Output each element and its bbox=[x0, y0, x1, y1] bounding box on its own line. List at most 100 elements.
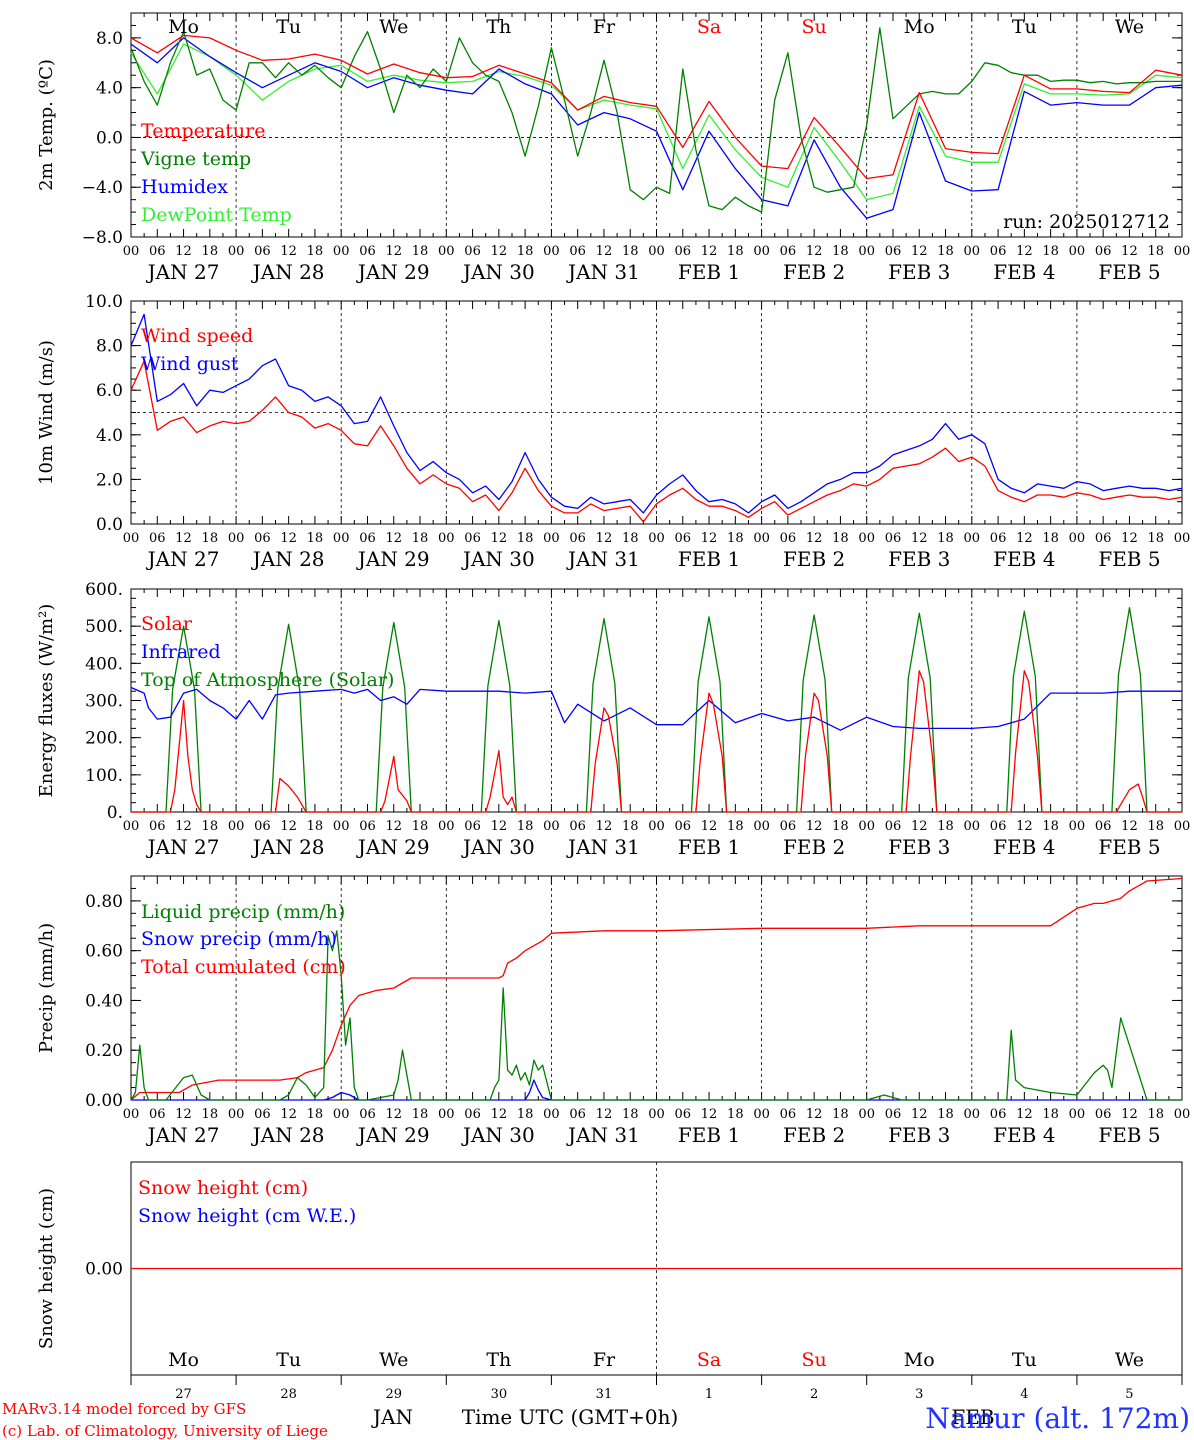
hour-tick-label: 00 bbox=[543, 819, 560, 834]
hour-tick-label: 06 bbox=[254, 1107, 271, 1122]
hour-tick-label: 12 bbox=[1016, 244, 1033, 259]
hour-tick-label: 06 bbox=[885, 1107, 902, 1122]
hour-tick-label: 00 bbox=[964, 244, 981, 259]
hour-tick-label: 06 bbox=[1095, 1107, 1112, 1122]
hour-tick-label: 18 bbox=[622, 244, 639, 259]
hour-tick-label: 06 bbox=[675, 244, 692, 259]
series-line-wind-gust bbox=[130, 313, 1183, 514]
hour-tick-label: 00 bbox=[1174, 819, 1191, 834]
chart-panel2: 00 06 12 18 00 06 12 18 00 06 12 18 00 06 12 18 00 06 12 18… bbox=[36, 292, 1190, 571]
hour-tick-label: 06 bbox=[885, 819, 902, 834]
hour-tick-label: 18 bbox=[937, 1107, 954, 1122]
date-label: FEB 4 bbox=[993, 547, 1055, 571]
date-label: JAN 28 bbox=[251, 260, 325, 284]
hour-tick-label: 00 bbox=[333, 1107, 350, 1122]
hour-tick-label: 18 bbox=[622, 819, 639, 834]
hour-tick-label: 00 bbox=[858, 1107, 875, 1122]
hour-tick-label: 18 bbox=[622, 531, 639, 546]
legend-entry: Humidex bbox=[141, 176, 228, 198]
y-axis-label: 10m Wind (m/s) bbox=[36, 340, 57, 485]
hour-tick-label: 00 bbox=[753, 819, 770, 834]
hour-tick-label: 12 bbox=[280, 1107, 297, 1122]
hour-tick-label: 12 bbox=[1121, 531, 1138, 546]
legend-entry: Infrared bbox=[141, 641, 221, 663]
y-tick-label: 300. bbox=[85, 692, 123, 712]
hour-tick-label: 00 bbox=[648, 1107, 665, 1122]
date-label: JAN 27 bbox=[146, 260, 220, 284]
date-label: FEB 2 bbox=[783, 835, 845, 859]
hour-tick-label: 12 bbox=[596, 244, 613, 259]
hour-tick-label: 00 bbox=[648, 819, 665, 834]
y-tick-label: 500. bbox=[85, 617, 123, 637]
hour-tick-label: 18 bbox=[517, 1107, 534, 1122]
series-line-temperature bbox=[130, 34, 1183, 180]
hour-tick-label: 06 bbox=[569, 819, 586, 834]
y-tick-label: 6.0 bbox=[96, 381, 123, 401]
day-label: Mo bbox=[168, 1349, 199, 1371]
day-label: We bbox=[1115, 16, 1144, 38]
date-label: FEB 1 bbox=[678, 835, 740, 859]
legend-entry: Liquid precip (mm/h) bbox=[141, 901, 345, 923]
hour-tick-label: 00 bbox=[1069, 1107, 1086, 1122]
hour-tick-label: 18 bbox=[202, 531, 219, 546]
hour-tick-label: 00 bbox=[228, 819, 245, 834]
hour-tick-label: 06 bbox=[780, 819, 797, 834]
hour-tick-label: 12 bbox=[385, 1107, 402, 1122]
y-tick-label: 600. bbox=[85, 580, 123, 600]
day-label: Mo bbox=[904, 1349, 935, 1371]
hour-tick-label: 00 bbox=[648, 244, 665, 259]
date-number: 2 bbox=[810, 1387, 818, 1402]
date-number: 31 bbox=[596, 1387, 613, 1402]
hour-tick-label: 12 bbox=[1121, 819, 1138, 834]
hour-tick-label: 00 bbox=[123, 1107, 140, 1122]
hour-tick-label: 00 bbox=[858, 244, 875, 259]
hour-tick-label: 00 bbox=[333, 531, 350, 546]
hour-tick-label: 00 bbox=[858, 819, 875, 834]
legend-entry: Top of Atmosphere (Solar) bbox=[141, 669, 394, 691]
hour-tick-label: 00 bbox=[1069, 819, 1086, 834]
date-label: FEB 5 bbox=[1098, 547, 1160, 571]
legend-entry: Vigne temp bbox=[140, 148, 251, 170]
station-name: Namur (alt. 172m) bbox=[925, 1402, 1190, 1435]
y-axis-label: Energy fluxes (W/m²) bbox=[36, 604, 57, 798]
day-label: Su bbox=[802, 16, 827, 38]
hour-tick-label: 06 bbox=[990, 244, 1007, 259]
hour-tick-label: 18 bbox=[727, 531, 744, 546]
hour-tick-label: 00 bbox=[1174, 531, 1191, 546]
hour-tick-label: 00 bbox=[1069, 244, 1086, 259]
hour-tick-label: 12 bbox=[596, 1107, 613, 1122]
y-axis-label: 2m Temp. (ºC) bbox=[36, 59, 57, 191]
hour-tick-label: 12 bbox=[385, 244, 402, 259]
hour-tick-label: 12 bbox=[175, 531, 192, 546]
date-label: FEB 3 bbox=[888, 835, 950, 859]
date-label: JAN 31 bbox=[566, 547, 640, 571]
hour-tick-label: 12 bbox=[491, 244, 508, 259]
hour-tick-label: 12 bbox=[701, 1107, 718, 1122]
hour-tick-label: 18 bbox=[937, 819, 954, 834]
day-label: Th bbox=[486, 1349, 511, 1371]
date-number: 27 bbox=[175, 1387, 192, 1402]
day-label: Tu bbox=[1012, 1349, 1037, 1371]
y-tick-label: 0.0 bbox=[96, 515, 123, 535]
hour-tick-label: 18 bbox=[937, 531, 954, 546]
hour-tick-label: 06 bbox=[1095, 244, 1112, 259]
hour-tick-label: 00 bbox=[228, 1107, 245, 1122]
legend-entry: Snow height (cm) bbox=[138, 1177, 308, 1199]
hour-tick-label: 18 bbox=[1042, 531, 1059, 546]
date-label: FEB 2 bbox=[783, 547, 845, 571]
hour-tick-label: 12 bbox=[806, 819, 823, 834]
date-label: FEB 2 bbox=[783, 260, 845, 284]
date-label: FEB 4 bbox=[993, 260, 1055, 284]
date-number: 1 bbox=[705, 1387, 713, 1402]
hour-tick-label: 06 bbox=[359, 819, 376, 834]
hour-tick-label: 06 bbox=[780, 244, 797, 259]
date-label: JAN 29 bbox=[356, 1123, 430, 1147]
hour-tick-label: 00 bbox=[438, 819, 455, 834]
hour-tick-label: 12 bbox=[1121, 1107, 1138, 1122]
date-label: JAN 29 bbox=[356, 835, 430, 859]
hour-tick-label: 12 bbox=[175, 1107, 192, 1122]
date-number: 29 bbox=[385, 1387, 402, 1402]
hour-tick-label: 06 bbox=[675, 531, 692, 546]
day-label: Th bbox=[486, 16, 511, 38]
date-label: JAN 30 bbox=[461, 260, 535, 284]
